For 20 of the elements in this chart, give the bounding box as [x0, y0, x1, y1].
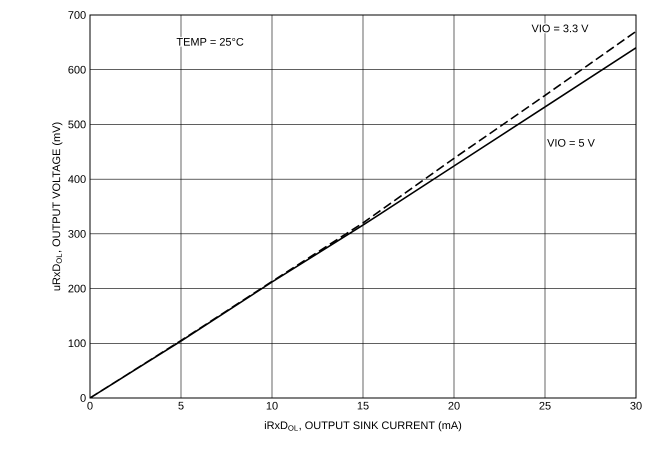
x-tick-label: 10 — [266, 402, 278, 410]
x-tick-label: 30 — [630, 402, 642, 410]
text: VIO = 3.3 V — [532, 24, 588, 32]
y-tick-label: 500 — [68, 120, 86, 128]
y-tick-label: 0 — [80, 394, 86, 402]
y-tick-label: 600 — [68, 66, 86, 74]
y-axis-title: uRxD$_{OL}$, OUTPUT VOLTAGE (mV) — [52, 122, 62, 290]
text: VIO = 5 V — [547, 138, 595, 147]
y-tick-label: 700 — [68, 11, 86, 19]
y-tick-label: 400 — [68, 175, 86, 184]
x-tick-label: 25 — [539, 402, 551, 410]
y-tick-label: 200 — [68, 284, 86, 292]
x-tick-label: 20 — [448, 402, 460, 410]
x-axis-title: iRxD$_{OL}$, OUTPUT SINK CURRENT (mA) — [264, 421, 462, 432]
x-tick-label: 0 — [87, 402, 93, 410]
x-tick-label: 15 — [358, 402, 369, 410]
y-tick-label: 100 — [68, 339, 86, 348]
y-tick-label: 300 — [68, 230, 86, 238]
x-tick-label: 5 — [178, 402, 184, 410]
annotation: TEMP = 25°C — [176, 38, 244, 46]
